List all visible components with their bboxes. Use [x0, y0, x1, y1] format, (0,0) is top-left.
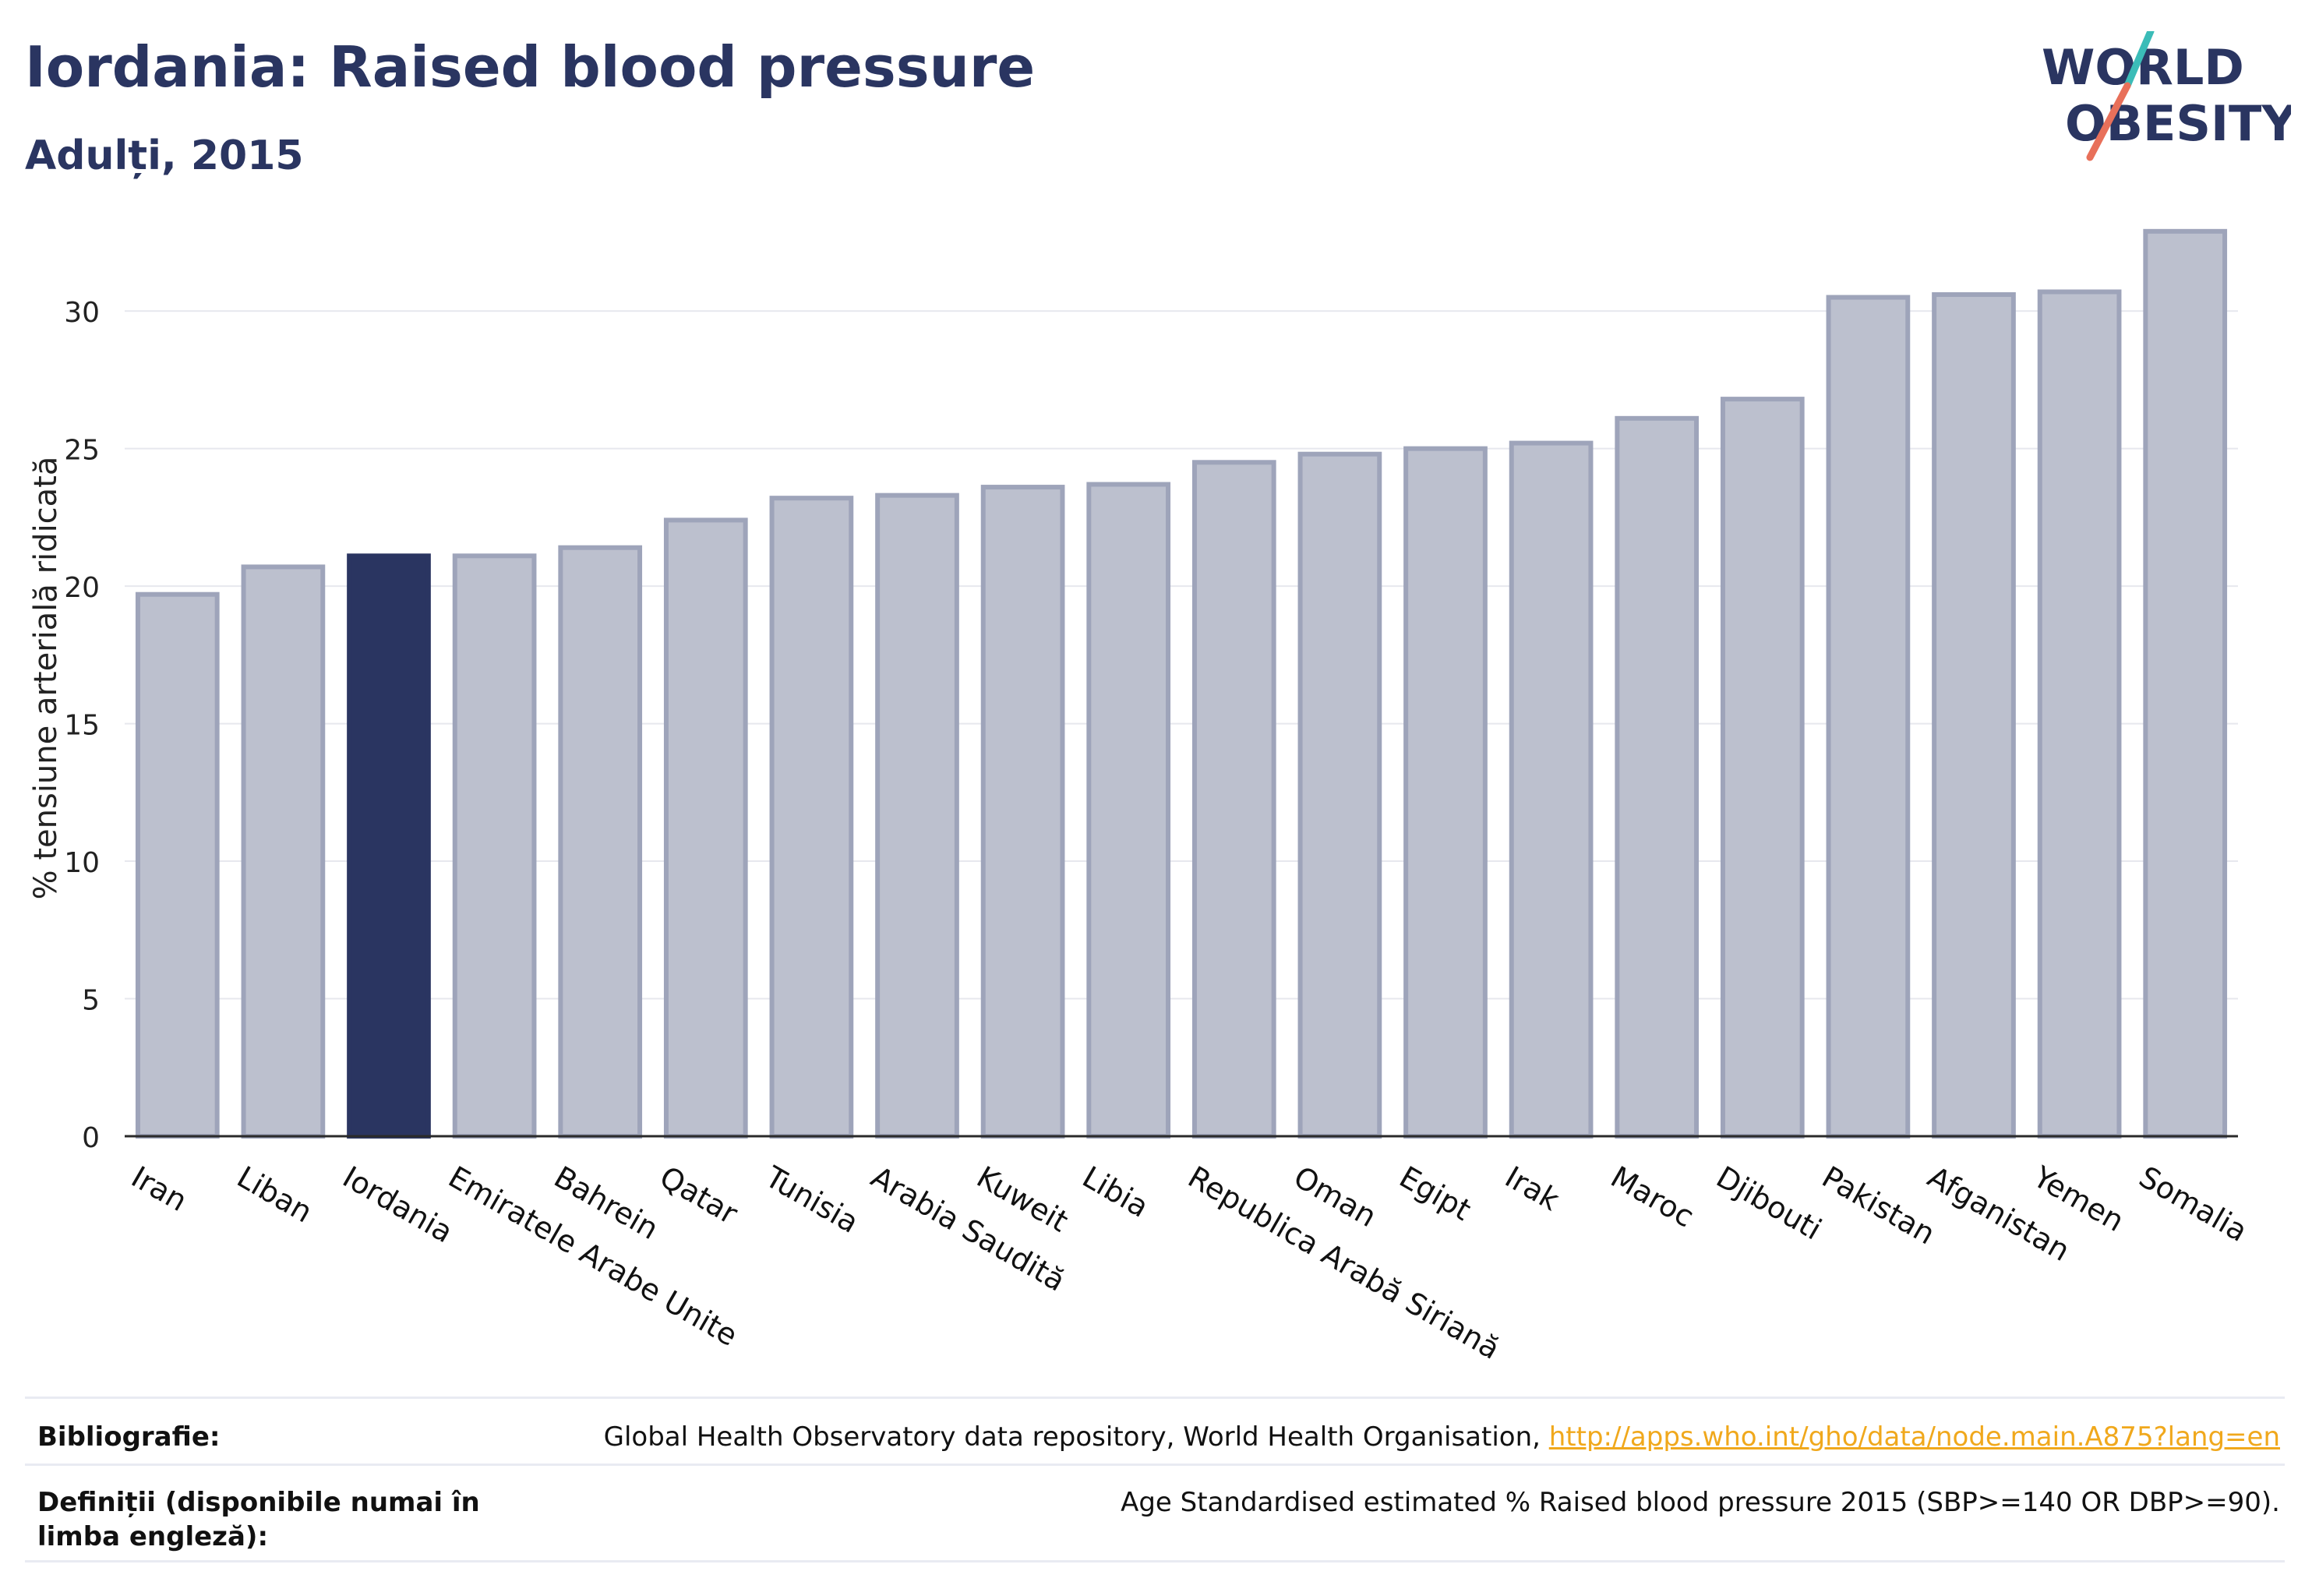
bibliography-value: Global Health Observatory data repositor…: [604, 1420, 2280, 1454]
references-middle-divider: [25, 1464, 2285, 1466]
y-tick-label: 15: [64, 710, 100, 742]
bibliography-text: Global Health Observatory data repositor…: [603, 1421, 1549, 1453]
bar[interactable]: [1297, 451, 1382, 1139]
logo-slash-teal: [2123, 31, 2155, 90]
y-tick-label: 5: [82, 985, 100, 1017]
x-tick-label: Qatar: [654, 1160, 743, 1231]
bar[interactable]: [1615, 415, 1700, 1139]
bar[interactable]: [452, 553, 537, 1139]
y-tick-label: 30: [64, 297, 100, 329]
bibliography-link[interactable]: http://apps.who.int/gho/data/node.main.A…: [1548, 1421, 2280, 1453]
bar[interactable]: [1826, 295, 1911, 1139]
bar[interactable]: [241, 564, 326, 1139]
bars: [135, 228, 2228, 1139]
definitions-label: Definiții (disponibile numai în limba en…: [37, 1487, 480, 1552]
bar[interactable]: [2037, 289, 2122, 1139]
y-tick-label: 10: [64, 847, 100, 879]
page-title: Iordania: Raised blood pressure: [25, 34, 1036, 100]
x-tick-label: Libia: [1077, 1160, 1155, 1224]
world-obesity-logo: WORLD OBESITY: [2042, 31, 2291, 161]
x-tick-label: Liban: [231, 1160, 318, 1230]
bar[interactable]: [1086, 482, 1171, 1139]
x-tick-label: Tunisia: [759, 1159, 864, 1240]
definitions-value: Age Standardised estimated % Raised bloo…: [1121, 1487, 2280, 1518]
references-bottom-divider: [25, 1560, 2285, 1562]
y-tick-label: 25: [64, 435, 100, 467]
logo-line2: OBESITY: [2065, 95, 2291, 152]
bar[interactable]: [1191, 460, 1276, 1139]
bar[interactable]: [558, 545, 643, 1139]
references-top-divider: [25, 1396, 2285, 1399]
x-tick-label: Iran: [125, 1160, 192, 1218]
x-tick-label: Irak: [1499, 1160, 1565, 1217]
x-tick-label: Iordania: [337, 1160, 459, 1249]
x-tick-label: Pakistan: [1816, 1160, 1941, 1252]
bar[interactable]: [1932, 292, 2016, 1139]
bar[interactable]: [1720, 397, 1805, 1139]
x-tick-label: Maroc: [1605, 1160, 1700, 1234]
page-subtitle: Adulți, 2015: [25, 132, 304, 179]
y-axis-label: % tensiune arterială ridicată: [28, 457, 64, 900]
bibliography-label: Bibliografie:: [37, 1421, 221, 1453]
x-tick-label: Somalia: [2134, 1160, 2254, 1248]
bar[interactable]: [875, 493, 959, 1139]
x-tick-label: Djibouti: [1710, 1160, 1827, 1247]
y-tick-label: 20: [64, 572, 100, 604]
bar[interactable]: [135, 591, 220, 1139]
gridlines: [125, 310, 2238, 1000]
bar[interactable]: [663, 517, 748, 1139]
bar[interactable]: [980, 485, 1065, 1139]
bar[interactable]: [2143, 228, 2228, 1139]
bar[interactable]: [1509, 440, 1594, 1139]
x-tick-label: Egipt: [1394, 1160, 1477, 1227]
y-tick-label: 0: [82, 1122, 100, 1154]
logo-slash-coral: [2086, 82, 2131, 161]
bar-highlighted[interactable]: [347, 553, 431, 1139]
bar[interactable]: [769, 496, 854, 1139]
bar[interactable]: [1403, 446, 1488, 1139]
